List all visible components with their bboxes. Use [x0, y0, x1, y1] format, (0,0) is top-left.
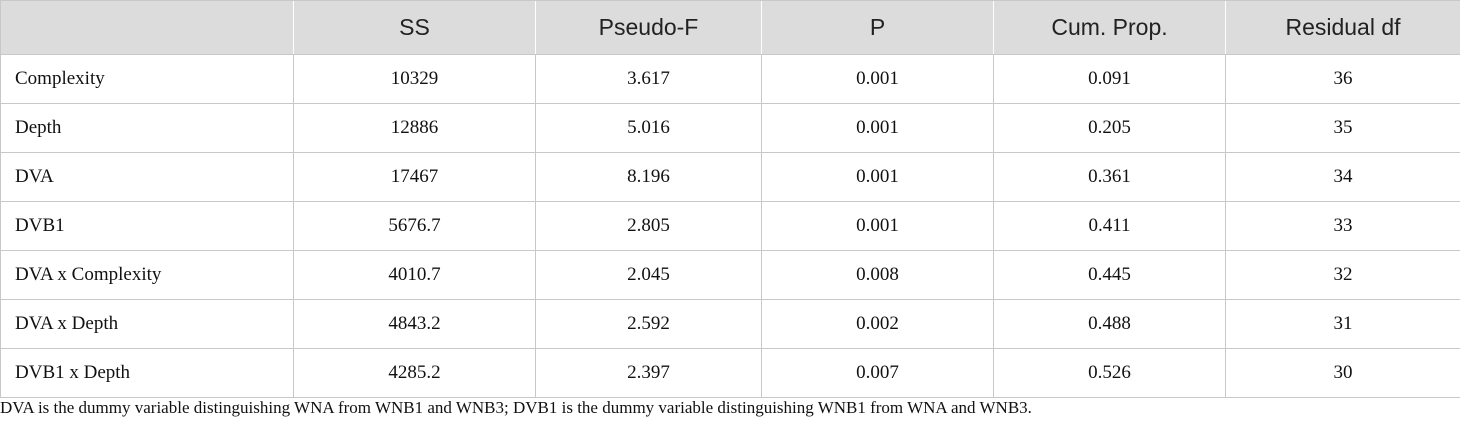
header-cell-blank [0, 0, 294, 55]
cum-prop-cell: 0.411 [993, 201, 1226, 251]
pseudo-f-cell: 2.805 [535, 201, 762, 251]
cum-prop-cell: 0.091 [993, 54, 1226, 104]
results-table: SS Pseudo-F P Cum. Prop. Residual df Com… [0, 0, 1460, 398]
header-cell-p: P [761, 0, 994, 55]
cum-prop-cell: 0.361 [993, 152, 1226, 202]
ss-cell: 12886 [293, 103, 536, 153]
cum-prop-cell: 0.526 [993, 348, 1226, 398]
cum-prop-cell: 0.445 [993, 250, 1226, 300]
ss-cell: 4010.7 [293, 250, 536, 300]
table-header: SS Pseudo-F P Cum. Prop. Residual df [0, 0, 1460, 55]
residual-df-cell: 34 [1225, 152, 1460, 202]
pseudo-f-cell: 8.196 [535, 152, 762, 202]
header-cell-cum-prop: Cum. Prop. [993, 0, 1226, 55]
table-row: DVA x Depth 4843.2 2.592 0.002 0.488 31 [0, 299, 1460, 349]
pseudo-f-cell: 5.016 [535, 103, 762, 153]
residual-df-cell: 32 [1225, 250, 1460, 300]
table-row: DVB1 5676.7 2.805 0.001 0.411 33 [0, 201, 1460, 251]
row-label-cell: Complexity [0, 54, 294, 104]
table-row: DVB1 x Depth 4285.2 2.397 0.007 0.526 30 [0, 348, 1460, 398]
pseudo-f-cell: 3.617 [535, 54, 762, 104]
ss-cell: 4843.2 [293, 299, 536, 349]
residual-df-cell: 30 [1225, 348, 1460, 398]
header-cell-ss: SS [293, 0, 536, 55]
residual-df-cell: 33 [1225, 201, 1460, 251]
row-label-cell: DVB1 [0, 201, 294, 251]
header-cell-pseudo-f: Pseudo-F [535, 0, 762, 55]
residual-df-cell: 35 [1225, 103, 1460, 153]
p-cell: 0.001 [761, 54, 994, 104]
ss-cell: 17467 [293, 152, 536, 202]
p-cell: 0.002 [761, 299, 994, 349]
row-label-cell: DVA [0, 152, 294, 202]
p-cell: 0.001 [761, 103, 994, 153]
row-label-cell: DVA x Depth [0, 299, 294, 349]
cum-prop-cell: 0.205 [993, 103, 1226, 153]
table-row: DVA 17467 8.196 0.001 0.361 34 [0, 152, 1460, 202]
row-label-cell: DVA x Complexity [0, 250, 294, 300]
table-row: Complexity 10329 3.617 0.001 0.091 36 [0, 54, 1460, 104]
results-table-container: SS Pseudo-F P Cum. Prop. Residual df Com… [0, 0, 1460, 398]
pseudo-f-cell: 2.592 [535, 299, 762, 349]
table-footnote: DVA is the dummy variable distinguishing… [0, 398, 1032, 417]
row-label-cell: DVB1 x Depth [0, 348, 294, 398]
p-cell: 0.001 [761, 152, 994, 202]
header-cell-residual-df: Residual df [1225, 0, 1460, 55]
header-row: SS Pseudo-F P Cum. Prop. Residual df [0, 0, 1460, 55]
ss-cell: 5676.7 [293, 201, 536, 251]
residual-df-cell: 31 [1225, 299, 1460, 349]
residual-df-cell: 36 [1225, 54, 1460, 104]
p-cell: 0.001 [761, 201, 994, 251]
table-row: Depth 12886 5.016 0.001 0.205 35 [0, 103, 1460, 153]
ss-cell: 10329 [293, 54, 536, 104]
cum-prop-cell: 0.488 [993, 299, 1226, 349]
table-body: Complexity 10329 3.617 0.001 0.091 36 De… [0, 54, 1460, 398]
row-label-cell: Depth [0, 103, 294, 153]
p-cell: 0.008 [761, 250, 994, 300]
ss-cell: 4285.2 [293, 348, 536, 398]
pseudo-f-cell: 2.397 [535, 348, 762, 398]
p-cell: 0.007 [761, 348, 994, 398]
pseudo-f-cell: 2.045 [535, 250, 762, 300]
table-row: DVA x Complexity 4010.7 2.045 0.008 0.44… [0, 250, 1460, 300]
